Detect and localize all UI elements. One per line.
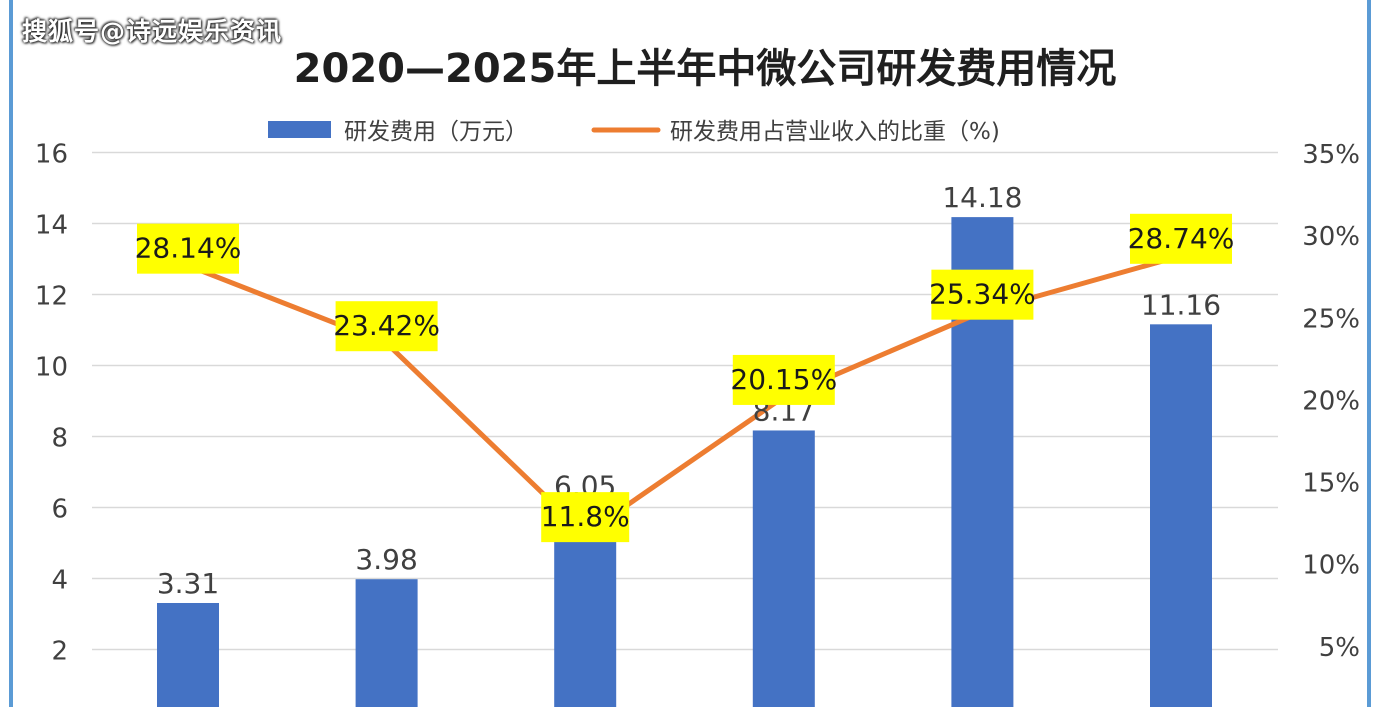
line-label-box [541,492,630,543]
bar [1150,324,1212,707]
bar-value-label: 3.31 [157,567,219,600]
y-left-tick-label: 12 [35,282,68,312]
y-left-tick-label: 10 [35,353,68,383]
y-left-tick-label: 14 [35,211,68,241]
line-label-box [1130,213,1232,264]
line-label-box [931,269,1034,320]
line-label-box [335,301,438,352]
legend-bar-label: 研发费用（万元） [344,119,528,145]
bar-value-label: 3.98 [355,543,417,576]
bar-value-label: 14.18 [942,181,1022,214]
bar [157,602,219,707]
line-value-label: 23.42% [333,309,440,342]
gridlines [92,151,1278,651]
line-value-label: 28.74% [1128,222,1235,255]
y-right-tick-label: 35% [1302,140,1360,170]
line-value-label: 25.34% [929,278,1036,311]
y-right-tick-label: 5% [1319,633,1360,663]
watermark: 搜狐号@诗远娱乐资讯 [22,17,283,46]
data-labels: 3.313.986.058.1714.1811.1628.14%23.42%11… [135,181,1235,600]
line-label-box [137,223,239,274]
bar [355,579,418,707]
y-right-tick-label: 15% [1302,469,1360,499]
bar-value-label: 11.16 [1141,288,1221,321]
line-value-label: 11.8% [541,500,630,533]
line-value-label: 28.14% [135,232,242,265]
legend-bar-swatch [268,121,331,138]
legend: 研发费用（万元） 研发费用占营业收入的比重（%) [268,119,1000,145]
y-right-tick-label: 20% [1302,386,1360,416]
y-right-tick-label: 30% [1302,222,1360,252]
line-value-label: 20.15% [730,363,837,396]
y-right-tick-label: 25% [1302,304,1360,334]
chart-title: 2020—2025年上半年中微公司研发费用情况 [294,46,1117,92]
y-left-tick-label: 4 [51,566,68,596]
y-left-tick-label: 2 [51,637,68,667]
y-left-tick-label: 8 [51,424,68,454]
line-label-box [732,354,835,405]
axes: 2 4 6 8 10 12 14 16 5% 10% 15% 20% 25% 30% 35% [35,140,1360,667]
legend-line-label: 研发费用占营业收入的比重（%) [670,119,1000,145]
y-left-tick-label: 6 [51,495,68,525]
y-left-tick-label: 16 [35,140,68,170]
y-right-tick-label: 10% [1302,551,1360,581]
bar [752,430,815,707]
